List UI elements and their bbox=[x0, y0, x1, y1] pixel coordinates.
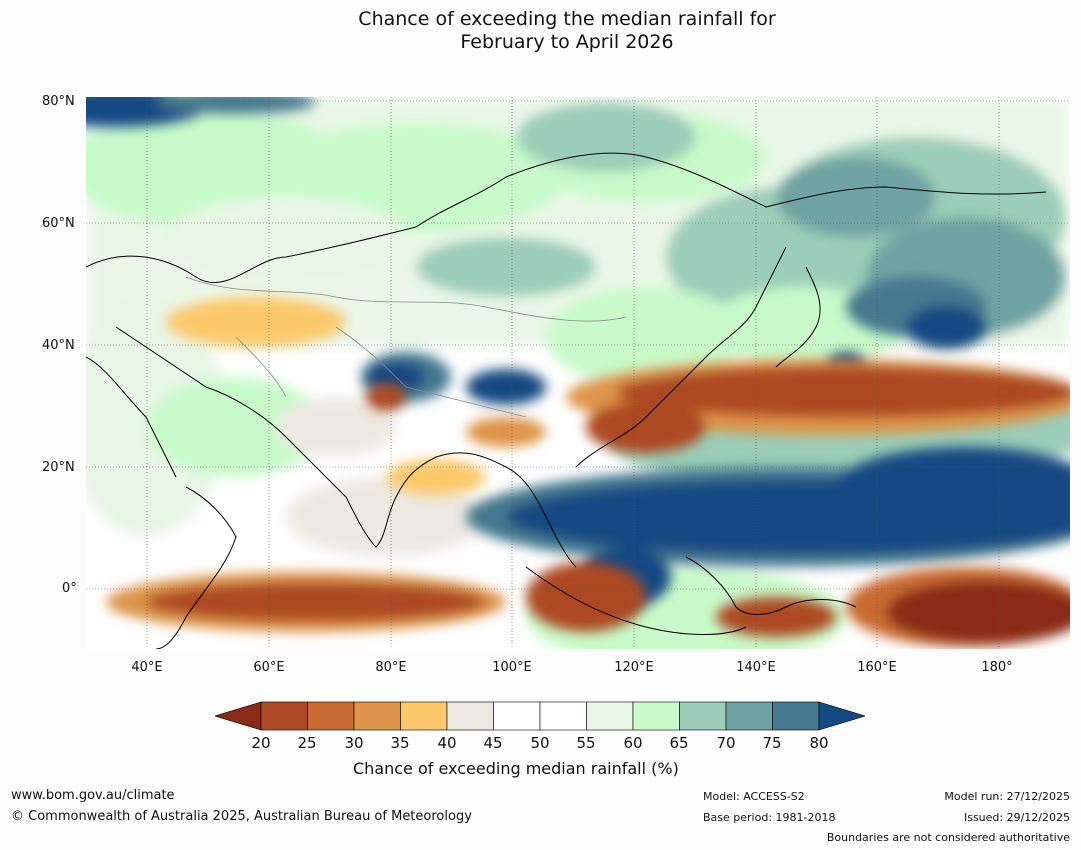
lat-label-60n: 60°N bbox=[42, 216, 75, 231]
colorbar-tick: 35 bbox=[390, 734, 410, 752]
colorbar-segment bbox=[539, 701, 587, 731]
colorbar-extend-low bbox=[215, 701, 262, 731]
lon-label-140e: 140°E bbox=[736, 660, 776, 675]
colorbar-tick: 55 bbox=[576, 734, 596, 752]
title-line-1: Chance of exceeding the median rainfall … bbox=[358, 8, 776, 30]
colorbar-segment bbox=[679, 701, 727, 731]
colorbar-label: Chance of exceeding median rainfall (%) bbox=[353, 759, 679, 778]
colorbar-segment bbox=[260, 701, 308, 731]
colorbar-tick: 20 bbox=[251, 734, 271, 752]
lon-label-100e: 100°E bbox=[492, 660, 532, 675]
colorbar-tick: 75 bbox=[762, 734, 782, 752]
model-run-date: Model run: 27/12/2025 bbox=[944, 790, 1070, 803]
colorbar-segment bbox=[493, 701, 541, 731]
colorbar-extend-high bbox=[818, 701, 865, 731]
colorbar-segment bbox=[586, 701, 634, 731]
colorbar-segment bbox=[772, 701, 820, 731]
lon-label-60e: 60°E bbox=[253, 660, 285, 675]
lon-label-180: 180° bbox=[981, 660, 1013, 675]
lon-label-120e: 120°E bbox=[614, 660, 654, 675]
lat-label-0: 0° bbox=[62, 581, 77, 596]
lat-label-40n: 40°N bbox=[42, 338, 75, 353]
colorbar-segment bbox=[353, 701, 401, 731]
colorbar-segment bbox=[446, 701, 494, 731]
website-link[interactable]: www.bom.gov.au/climate bbox=[11, 788, 175, 803]
lat-label-80n: 80°N bbox=[42, 94, 75, 109]
colorbar bbox=[215, 701, 865, 731]
title-line-2: February to April 2026 bbox=[460, 31, 674, 53]
colorbar-tick: 45 bbox=[483, 734, 503, 752]
lon-label-160e: 160°E bbox=[857, 660, 897, 675]
colorbar-tick: 80 bbox=[809, 734, 829, 752]
base-period: Base period: 1981-2018 bbox=[703, 811, 836, 824]
lon-label-40e: 40°E bbox=[131, 660, 163, 675]
colorbar-tick: 40 bbox=[437, 734, 457, 752]
colorbar-tick: 60 bbox=[623, 734, 643, 752]
lat-label-20n: 20°N bbox=[42, 460, 75, 475]
colorbar-segment bbox=[632, 701, 680, 731]
colorbar-segment bbox=[725, 701, 773, 731]
colorbar-segment bbox=[307, 701, 355, 731]
colorbar-tick: 30 bbox=[344, 734, 364, 752]
copyright-text: © Commonwealth of Australia 2025, Austra… bbox=[11, 809, 472, 824]
rainfall-map bbox=[86, 97, 1070, 649]
chart-title: Chance of exceeding the median rainfall … bbox=[0, 8, 1081, 54]
colorbar-tick: 70 bbox=[716, 734, 736, 752]
colorbar-tick: 65 bbox=[669, 734, 689, 752]
colorbar-tick: 50 bbox=[530, 734, 550, 752]
colorbar-segment bbox=[400, 701, 448, 731]
lon-label-80e: 80°E bbox=[375, 660, 407, 675]
model-name: Model: ACCESS-S2 bbox=[703, 790, 805, 803]
boundaries-disclaimer: Boundaries are not considered authoritat… bbox=[826, 831, 1070, 844]
issued-date: Issued: 29/12/2025 bbox=[963, 811, 1070, 824]
colorbar-tick: 25 bbox=[297, 734, 317, 752]
